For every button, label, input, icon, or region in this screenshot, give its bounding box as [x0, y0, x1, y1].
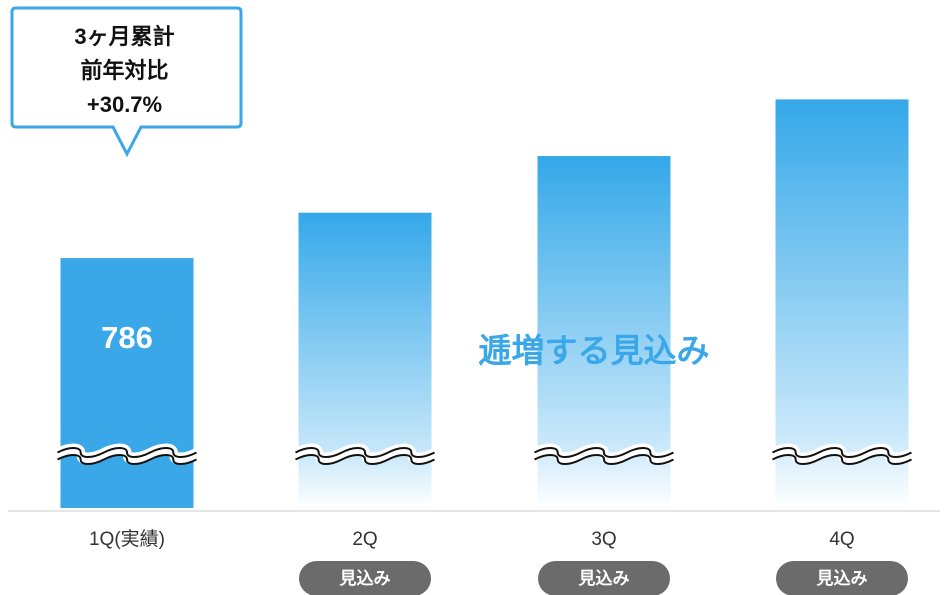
axis-break-3 [532, 443, 676, 465]
forecast-badge-label: 見込み [339, 569, 391, 588]
x-tick-label-4: 4Q [829, 529, 854, 550]
callout-line-1: 3ヶ月累計 [74, 24, 174, 49]
callout-box [10, 6, 243, 158]
bar-4 [775, 99, 909, 509]
axis-break-4 [770, 443, 914, 465]
axis-break-2 [293, 443, 437, 465]
data-label-1: 786 [101, 320, 153, 355]
forecast-badge-label: 見込み [816, 569, 868, 588]
forecast-badge-label: 見込み [578, 569, 630, 588]
callout-line-2: 前年対比 [80, 58, 168, 83]
bar-2 [298, 212, 432, 508]
forecast-badge-1: 見込み [299, 561, 431, 595]
forecast-badge-3: 見込み [776, 561, 908, 595]
x-tick-label-2: 2Q [352, 529, 377, 550]
callout-line-3: +30.7% [87, 92, 162, 117]
x-tick-label-1: 1Q(実績) [89, 528, 165, 550]
forecast-badge-2: 見込み [538, 561, 670, 595]
x-tick-label-3: 3Q [591, 529, 616, 550]
axis-break-1 [55, 443, 199, 465]
trend-annotation: 逓増する見込み [479, 332, 710, 369]
bar-1 [60, 258, 194, 508]
